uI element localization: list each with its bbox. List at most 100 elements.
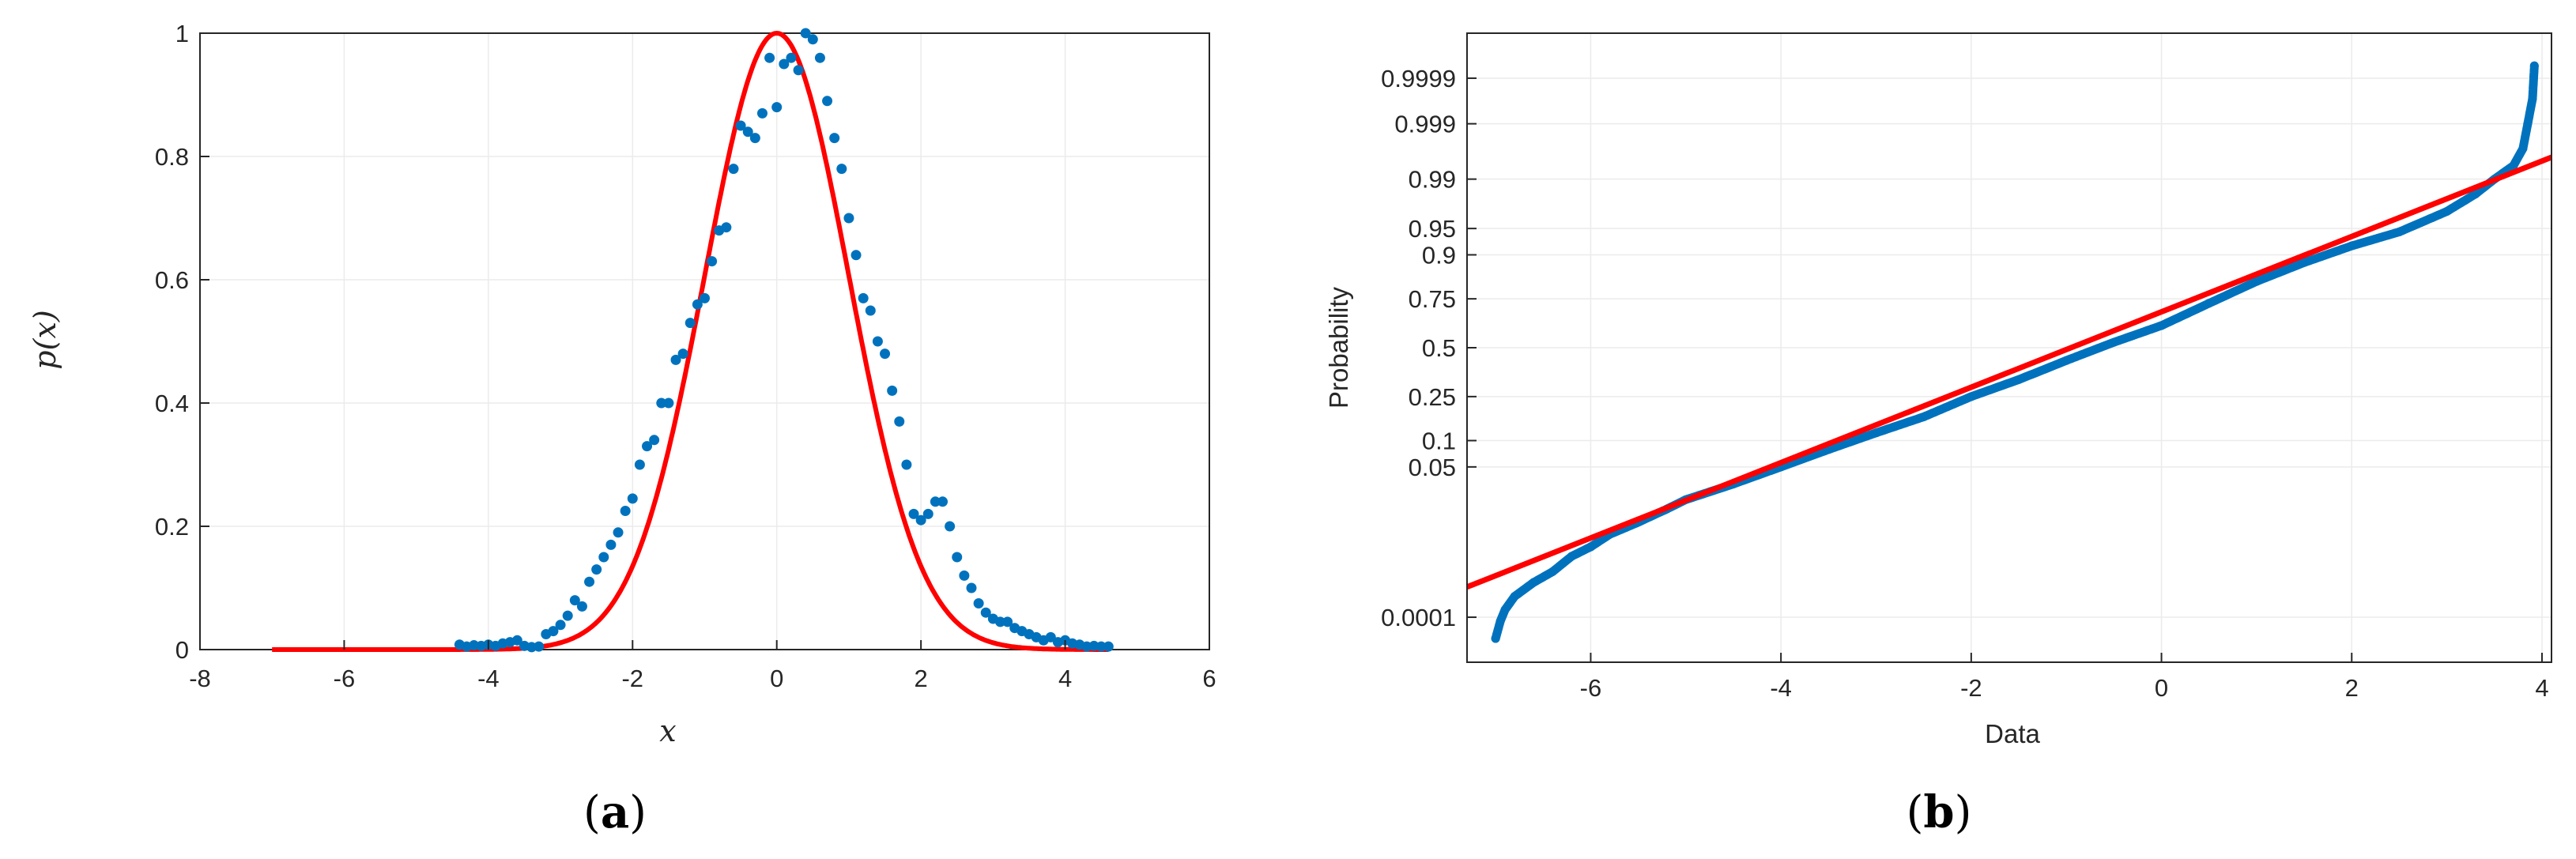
panel-a-data-point <box>814 52 825 63</box>
panel-a-data-point <box>1096 641 1107 652</box>
panel-a-y-axis-title: p(x) <box>28 310 62 369</box>
panel-b-data-point <box>2528 94 2537 104</box>
panel-a-data-point <box>569 595 580 606</box>
panel-a-data-point <box>576 601 587 612</box>
panel-b-y-tick-label: 0.75 <box>1409 285 1456 313</box>
panel-a-x-tick-label: -4 <box>477 665 500 692</box>
panel-a-data-point <box>922 508 933 519</box>
panel-a-data-point <box>685 318 696 329</box>
panel-a-data-point <box>584 576 595 587</box>
panel-b-y-tick-label: 0.25 <box>1409 383 1456 411</box>
panel-b-x-tick-label: -6 <box>1580 674 1602 702</box>
panel-a-data-point <box>973 598 984 608</box>
panel-b-x-axis-title: Data <box>1985 719 2040 748</box>
panel-a-data-point <box>728 164 739 175</box>
panel-b-data-point <box>1491 634 1500 643</box>
panel-b-y-tick-label: 0.5 <box>1422 334 1456 362</box>
panel-a-data-point <box>779 58 790 70</box>
panel-b-probability-plot: -6 -4 -2 0 2 4 0.99990.9990.990.950.90.750.50… <box>1324 32 2553 838</box>
panel-b-x-tick-label: 0 <box>2155 674 2168 702</box>
panel-a-data-point <box>843 213 854 224</box>
panel-b-x-ticks: -6 -4 -2 0 2 4 <box>1580 653 2549 702</box>
panel-a-data-point <box>735 120 746 131</box>
panel-b-data-point <box>2529 61 2539 70</box>
panel-a-data-point <box>764 52 775 63</box>
panel-a-data-point <box>721 222 732 233</box>
panel-b-y-tick-label: 0.99 <box>1409 166 1456 194</box>
panel-b-y-tick-label: 0.9999 <box>1381 65 1456 92</box>
panel-a-caption: (a) <box>583 786 647 838</box>
panel-b-data-point <box>2518 144 2528 153</box>
panel-a-data-point <box>677 348 688 360</box>
panel-b-data-point <box>1919 413 1929 422</box>
panel-a-y-tick-label: 0.2 <box>155 513 189 541</box>
panel-a-data-point <box>598 552 609 563</box>
panel-a-data-point <box>634 459 645 470</box>
panel-a-data-point <box>980 607 991 618</box>
panel-a-x-tick-label: 2 <box>915 665 928 692</box>
panel-a-x-tick-label: 4 <box>1058 665 1072 692</box>
panel-a-data-point <box>959 570 970 581</box>
panel-a-data-point <box>865 305 876 316</box>
panel-b-x-tick-label: -4 <box>1770 674 1792 702</box>
panel-a-x-axis-title: x <box>659 714 676 748</box>
panel-b-data-point <box>2471 190 2480 199</box>
panel-b-reference-line-layer <box>1465 154 2553 590</box>
panel-a-data-point <box>1045 631 1056 642</box>
panel-a-y-tick-label: 0.6 <box>155 266 189 294</box>
panel-a-x-tick-label: 0 <box>770 665 783 692</box>
panel-a-data-point <box>605 539 617 550</box>
panel-a-x-tick-label: -6 <box>334 665 356 692</box>
panel-b-data-point <box>1500 605 1510 615</box>
panel-b-data-point <box>1872 428 1881 438</box>
panel-a-data-point <box>663 397 674 409</box>
panel-a-data-point <box>692 299 703 310</box>
panel-b-data-point <box>2109 337 2118 347</box>
panel-b-data-point <box>1967 392 1976 401</box>
panel-a-x-ticks: -8 -6 -4 -2 0 2 4 6 <box>189 640 1216 692</box>
panel-a-density-plot: -8 -6 -4 -2 0 2 4 6 0 0.2 0.4 0.6 0.8 1 x p(x) (a) <box>28 20 1216 838</box>
panel-a-data-point <box>880 348 891 360</box>
panel-a-data-point <box>930 496 941 507</box>
panel-a-data-point <box>966 582 977 593</box>
panel-a-data-point <box>887 385 898 396</box>
panel-b-grid <box>1467 33 2551 662</box>
panel-a-data-point <box>548 626 559 637</box>
panel-a-data-point <box>562 610 573 621</box>
panel-a-data-point <box>915 514 926 526</box>
panel-a-plot-box <box>199 32 1210 650</box>
panel-b-data-point <box>1586 542 1595 552</box>
panel-b-data-point <box>2509 161 2518 171</box>
panel-a-data-point <box>994 616 1005 627</box>
panel-a-data-point <box>1103 641 1114 652</box>
panel-a-data-point <box>858 292 869 303</box>
panel-b-data-point <box>2442 207 2452 217</box>
panel-a-data-point <box>872 336 883 347</box>
panel-a-data-point <box>901 459 912 470</box>
panel-b-x-tick-label: 4 <box>2535 674 2548 702</box>
panel-b-y-axis-title: Probability <box>1324 286 1353 409</box>
panel-b-y-tick-label: 0.05 <box>1409 454 1456 481</box>
panel-b-data-point <box>1510 592 1519 601</box>
panel-a-data-point <box>952 552 963 563</box>
panel-a-data-point <box>670 354 681 365</box>
panel-b-y-ticks: 0.9999 0.999 0.99 0.950.9 0.75 0.5 0.25 0.10.05… <box>1381 65 1477 631</box>
panel-a-data-point <box>829 133 840 144</box>
panel-a-data-point <box>656 397 667 409</box>
panel-b-data-point <box>2394 227 2404 236</box>
panel-a-data-point <box>707 256 718 267</box>
panel-b-data-point <box>1529 578 1538 587</box>
panel-a-y-tick-label: 1 <box>175 20 189 47</box>
panel-b-y-tick-label: 0.999 <box>1394 111 1456 138</box>
panel-b-y-tick-label: 0.0001 <box>1381 604 1456 631</box>
panel-a-data-point <box>800 28 811 39</box>
panel-a-data-point <box>894 416 905 427</box>
panel-a-data-point <box>807 34 818 45</box>
panel-a-data-point <box>642 441 653 452</box>
panel-b-data-point <box>1495 616 1505 626</box>
panel-b-data-point <box>1548 567 1557 576</box>
panel-b-plot-box <box>1466 32 2552 663</box>
panel-a-y-tick-label: 0.8 <box>155 143 189 171</box>
panel-a-data-point <box>511 635 522 646</box>
